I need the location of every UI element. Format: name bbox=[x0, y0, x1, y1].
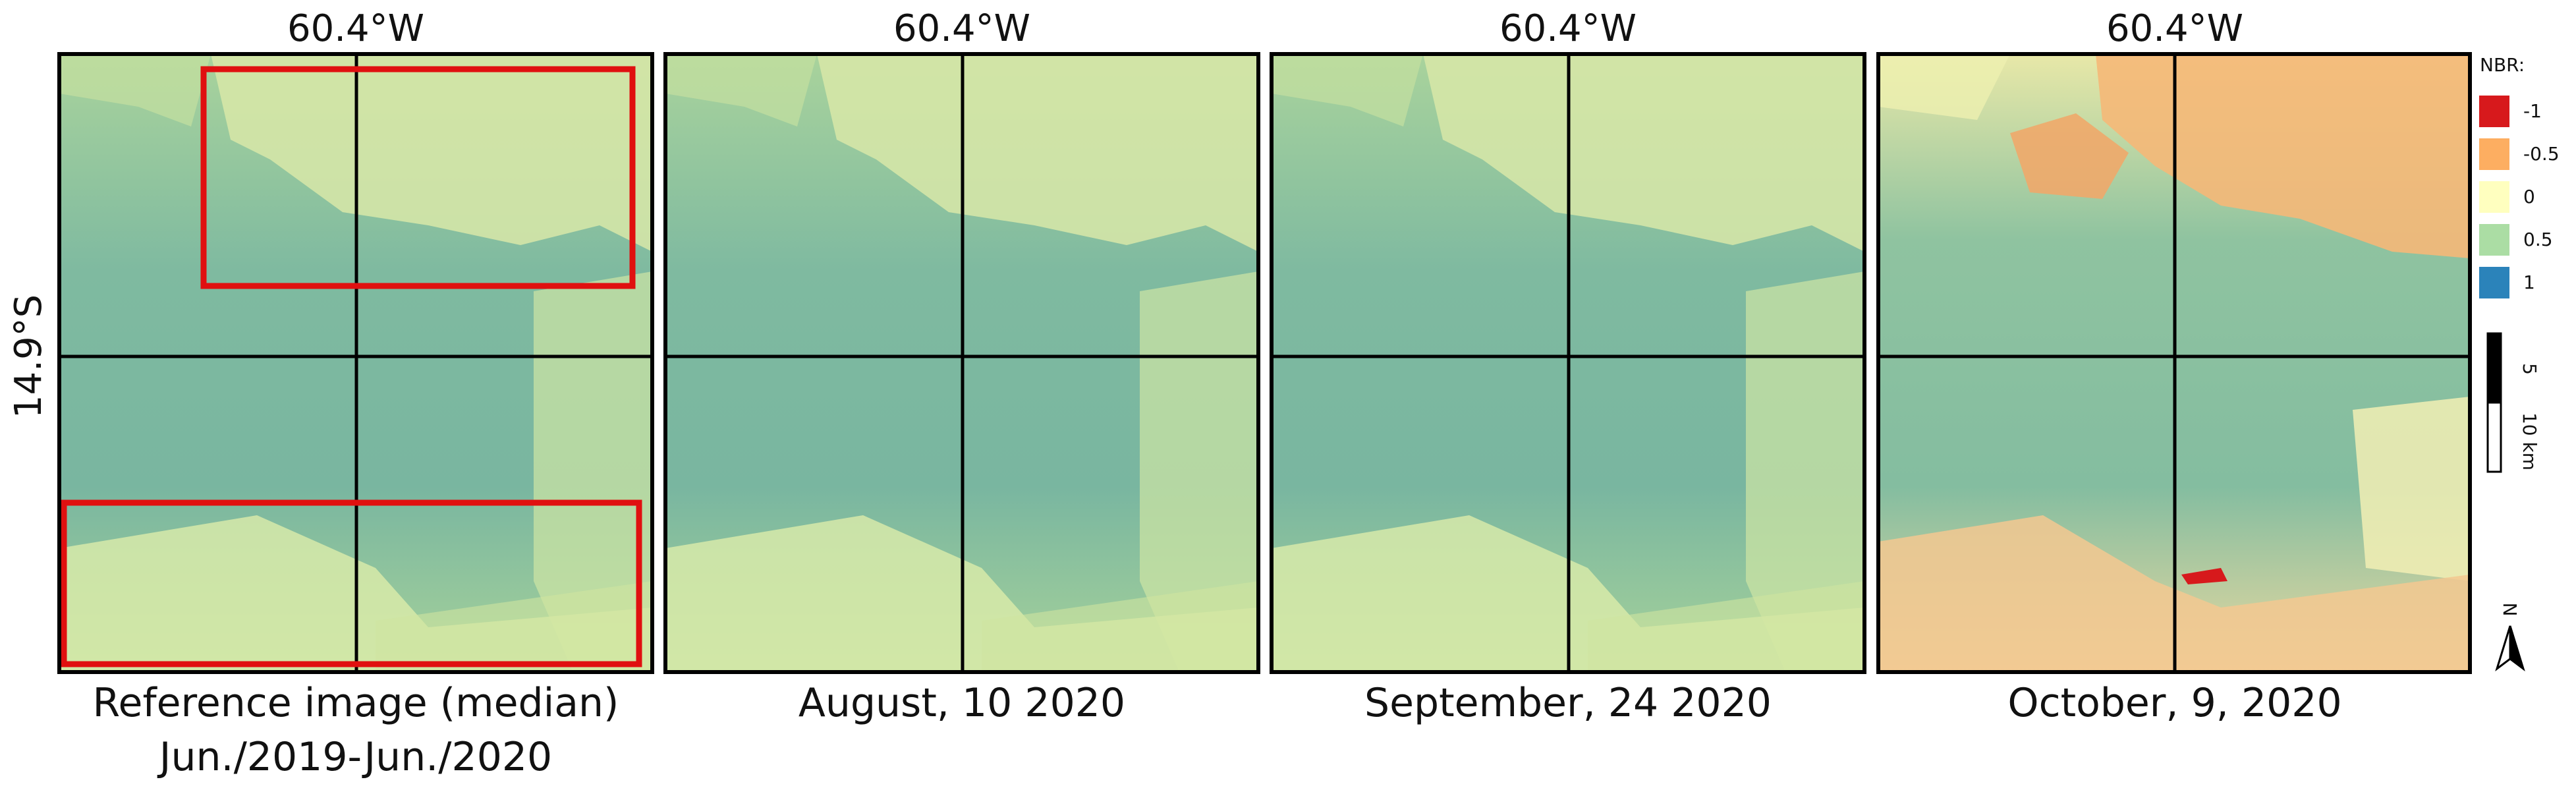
north-arrow bbox=[2495, 625, 2525, 671]
map-panel bbox=[1876, 52, 2472, 674]
legend-swatch bbox=[2479, 96, 2509, 127]
caption: Jun./2019-Jun./2020 bbox=[157, 734, 552, 780]
top-label: 60.4°W bbox=[1499, 7, 1637, 50]
highlight-box bbox=[61, 499, 642, 667]
legend-swatch bbox=[2479, 224, 2509, 256]
caption: September, 24 2020 bbox=[1364, 680, 1772, 726]
top-label: 60.4°W bbox=[893, 7, 1030, 50]
top-label: 60.4°W bbox=[2106, 7, 2243, 50]
north-label: N bbox=[2499, 603, 2521, 617]
map-panel bbox=[663, 52, 1260, 674]
top-label: 60.4°W bbox=[287, 7, 424, 50]
scale-label: 5 bbox=[2519, 363, 2540, 375]
caption: Reference image (median) bbox=[93, 680, 619, 726]
map-panel bbox=[1270, 52, 1866, 674]
legend-label: 1 bbox=[2523, 271, 2535, 293]
legend-label: 0.5 bbox=[2523, 229, 2553, 250]
scale-label: 10 km bbox=[2519, 412, 2540, 470]
scale-bar bbox=[2486, 332, 2502, 473]
legend-title: NBR: bbox=[2480, 54, 2525, 76]
legend-swatch bbox=[2479, 267, 2509, 298]
legend-label: -0.5 bbox=[2523, 143, 2560, 165]
highlight-box bbox=[200, 66, 636, 289]
legend-label: 0 bbox=[2523, 186, 2535, 208]
caption: October, 9, 2020 bbox=[2007, 680, 2341, 726]
legend-swatch bbox=[2479, 138, 2509, 170]
left-label: 14.9°S bbox=[7, 295, 50, 418]
legend-swatch bbox=[2479, 181, 2509, 213]
legend-label: -1 bbox=[2523, 100, 2542, 122]
map-panel bbox=[57, 52, 654, 674]
caption: August, 10 2020 bbox=[798, 680, 1125, 726]
